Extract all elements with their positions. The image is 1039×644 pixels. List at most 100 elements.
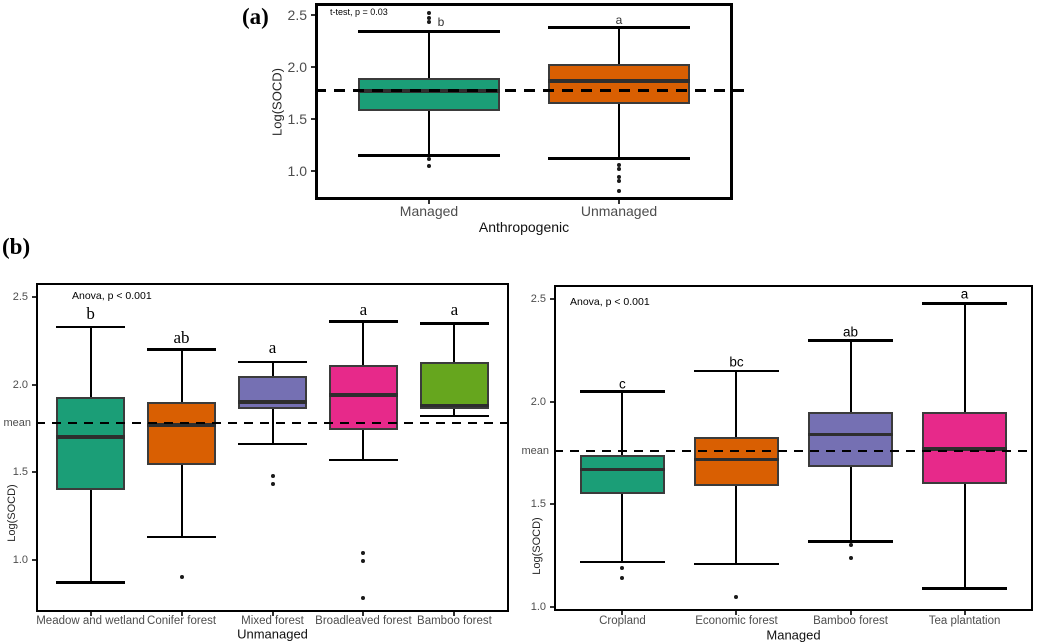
whisker-cap-bottom bbox=[807, 540, 894, 543]
whisker-cap-top bbox=[329, 320, 398, 323]
significance-letter: bc bbox=[729, 354, 744, 370]
x-tick-label: Cropland bbox=[599, 615, 646, 627]
y-tick-label: 2.5 bbox=[530, 293, 546, 306]
x-tick-label: Bamboo forest bbox=[813, 615, 888, 627]
median-line bbox=[56, 435, 125, 439]
significance-letter: b bbox=[437, 14, 445, 29]
y-tick-mark bbox=[311, 169, 315, 172]
outlier-dot bbox=[848, 555, 853, 560]
y-tick-mark bbox=[550, 503, 554, 506]
x-axis-title: Unmanaged bbox=[237, 626, 308, 642]
x-tick-mark bbox=[618, 200, 620, 204]
outlier-dot bbox=[427, 20, 431, 25]
x-tick-label: Managed bbox=[399, 203, 459, 219]
y-tick-mark bbox=[311, 65, 315, 68]
box-rect bbox=[357, 78, 501, 111]
y-tick-label: 1.0 bbox=[287, 162, 307, 179]
box-rect bbox=[329, 365, 398, 430]
whisker-cap-top bbox=[579, 390, 666, 393]
x-tick-mark bbox=[621, 611, 624, 615]
mean-dashed-line bbox=[554, 449, 1033, 453]
median-line bbox=[420, 403, 489, 408]
whisker-cap-bottom bbox=[420, 414, 489, 418]
x-tick-mark bbox=[735, 611, 738, 615]
whisker-cap-bottom bbox=[693, 562, 780, 566]
median-line bbox=[921, 447, 1008, 451]
x-tick-label: Unmanaged bbox=[580, 203, 658, 219]
x-axis-title: Anthropogenic bbox=[478, 219, 570, 235]
whisker-cap-bottom bbox=[357, 154, 501, 157]
stat-annotation: Anova, p < 0.001 bbox=[72, 290, 152, 302]
outlier-dot bbox=[270, 482, 275, 487]
plot-border bbox=[315, 3, 733, 200]
median-line bbox=[807, 432, 894, 437]
box-rect bbox=[693, 436, 780, 486]
y-tick-label: 2.0 bbox=[12, 378, 28, 391]
whisker-cap-bottom bbox=[238, 442, 307, 446]
y-tick-mark bbox=[311, 117, 315, 120]
x-tick-mark bbox=[428, 200, 430, 204]
significance-letter: c bbox=[619, 376, 626, 392]
significance-letter: a bbox=[960, 286, 969, 302]
significance-letter: a bbox=[450, 300, 459, 320]
y-tick-mark bbox=[550, 605, 554, 608]
x-tick-mark bbox=[180, 612, 183, 616]
x-tick-label: Conifer forest bbox=[147, 615, 217, 627]
y-tick-mark bbox=[550, 298, 554, 301]
whisker-cap-bottom bbox=[547, 157, 691, 160]
median-line bbox=[329, 393, 398, 397]
whisker-cap-top bbox=[147, 348, 216, 351]
x-tick-label: Economic forest bbox=[695, 615, 778, 627]
x-tick-mark bbox=[362, 612, 365, 616]
outlier-dot bbox=[361, 559, 366, 564]
stat-annotation: t-test, p = 0.03 bbox=[330, 7, 388, 17]
significance-letter: ab bbox=[843, 324, 859, 340]
x-tick-mark bbox=[89, 612, 92, 616]
box-rect bbox=[547, 63, 691, 105]
x-tick-label: Bamboo forest bbox=[417, 615, 492, 627]
whisker-cap-bottom bbox=[147, 535, 216, 538]
y-tick-label: 2.5 bbox=[287, 6, 307, 23]
outlier-dot bbox=[361, 596, 366, 600]
outlier-dot bbox=[617, 179, 621, 184]
y-tick-label: 2.0 bbox=[530, 395, 546, 408]
y-tick-label: 2.0 bbox=[287, 58, 307, 75]
whisker-cap-top bbox=[238, 360, 307, 363]
y-tick-mark bbox=[32, 383, 36, 386]
median-line bbox=[147, 423, 216, 427]
whisker-cap-bottom bbox=[579, 560, 666, 564]
whisker-cap-bottom bbox=[921, 587, 1008, 590]
whisker-cap-top bbox=[357, 30, 501, 33]
box-rect bbox=[420, 361, 489, 409]
mean-label: mean bbox=[521, 445, 549, 458]
y-tick-mark bbox=[32, 471, 36, 473]
y-tick-label: 1.5 bbox=[287, 110, 307, 127]
mean-dashed-line bbox=[36, 421, 509, 425]
whisker-cap-top bbox=[420, 322, 489, 325]
box-rect bbox=[238, 375, 307, 409]
whisker-cap-top bbox=[56, 325, 125, 328]
median-line bbox=[579, 467, 666, 472]
x-tick-label: Tea plantation bbox=[928, 615, 1001, 627]
significance-letter: a bbox=[615, 13, 623, 28]
whisker-cap-bottom bbox=[329, 458, 398, 461]
panel-b-label: (b) bbox=[2, 234, 31, 259]
box-rect bbox=[56, 396, 125, 490]
outlier-dot bbox=[270, 473, 275, 478]
x-tick-label: Broadleaved forest bbox=[315, 615, 412, 627]
y-tick-label: 1.5 bbox=[530, 498, 546, 511]
x-tick-mark bbox=[849, 611, 852, 615]
x-tick-label: Mixed forest bbox=[241, 615, 304, 627]
plot-border bbox=[554, 285, 1033, 611]
outlier-dot bbox=[617, 175, 621, 180]
box-rect bbox=[147, 402, 216, 465]
box-rect bbox=[807, 412, 894, 468]
x-tick-mark bbox=[271, 612, 274, 616]
y-tick-mark bbox=[550, 400, 554, 403]
median-line bbox=[693, 457, 780, 462]
box-rect bbox=[579, 455, 666, 495]
y-tick-mark bbox=[32, 558, 36, 561]
